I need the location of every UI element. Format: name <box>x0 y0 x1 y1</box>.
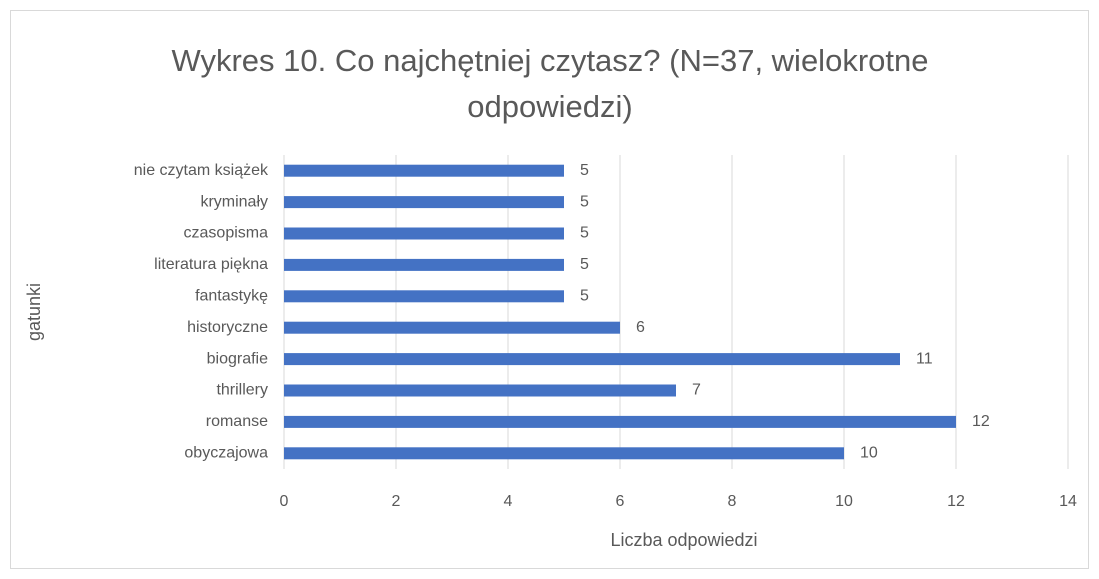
x-tick-label: 14 <box>1059 493 1077 510</box>
y-tick-label: nie czytam książek <box>134 162 269 179</box>
bar <box>284 290 564 303</box>
bar <box>284 321 620 334</box>
bar <box>284 227 564 240</box>
y-tick-label: kryminały <box>200 193 268 210</box>
data-label: 6 <box>636 319 645 336</box>
y-tick-label: biografie <box>207 350 268 367</box>
data-label: 10 <box>860 445 878 462</box>
data-label: 5 <box>580 225 589 242</box>
x-tick-label: 12 <box>947 493 965 510</box>
bar <box>284 447 844 460</box>
x-tick-label: 6 <box>616 493 625 510</box>
data-label: 5 <box>580 162 589 179</box>
x-tick-label: 10 <box>835 493 853 510</box>
y-tick-label: thrillery <box>216 382 268 399</box>
data-label: 5 <box>580 193 589 210</box>
data-label: 5 <box>580 256 589 273</box>
y-axis-title: gatunki <box>24 283 44 341</box>
chart-border <box>10 10 1089 569</box>
x-tick-label: 0 <box>280 493 289 510</box>
bar <box>284 415 956 428</box>
bar <box>284 353 900 366</box>
y-tick-label: fantastykę <box>195 288 268 305</box>
y-tick-label: romanse <box>206 413 268 430</box>
x-tick-label: 2 <box>392 493 401 510</box>
data-label: 11 <box>916 350 933 367</box>
x-axis-title: Liczba odpowiedzi <box>610 530 757 550</box>
x-tick-label: 8 <box>728 493 737 510</box>
data-label: 12 <box>972 413 990 430</box>
chart-title: Wykres 10. Co najchętniej czytasz? (N=37… <box>171 43 929 124</box>
bar <box>284 384 676 397</box>
y-tick-label: czasopisma <box>184 225 269 242</box>
data-label: 7 <box>692 382 701 399</box>
y-tick-label: obyczajowa <box>184 445 268 462</box>
bar <box>284 196 564 209</box>
bar <box>284 258 564 271</box>
y-tick-label: literatura piękna <box>154 256 268 273</box>
bar <box>284 164 564 177</box>
y-tick-label: historyczne <box>187 319 268 336</box>
data-label: 5 <box>580 288 589 305</box>
x-tick-label: 4 <box>504 493 513 510</box>
